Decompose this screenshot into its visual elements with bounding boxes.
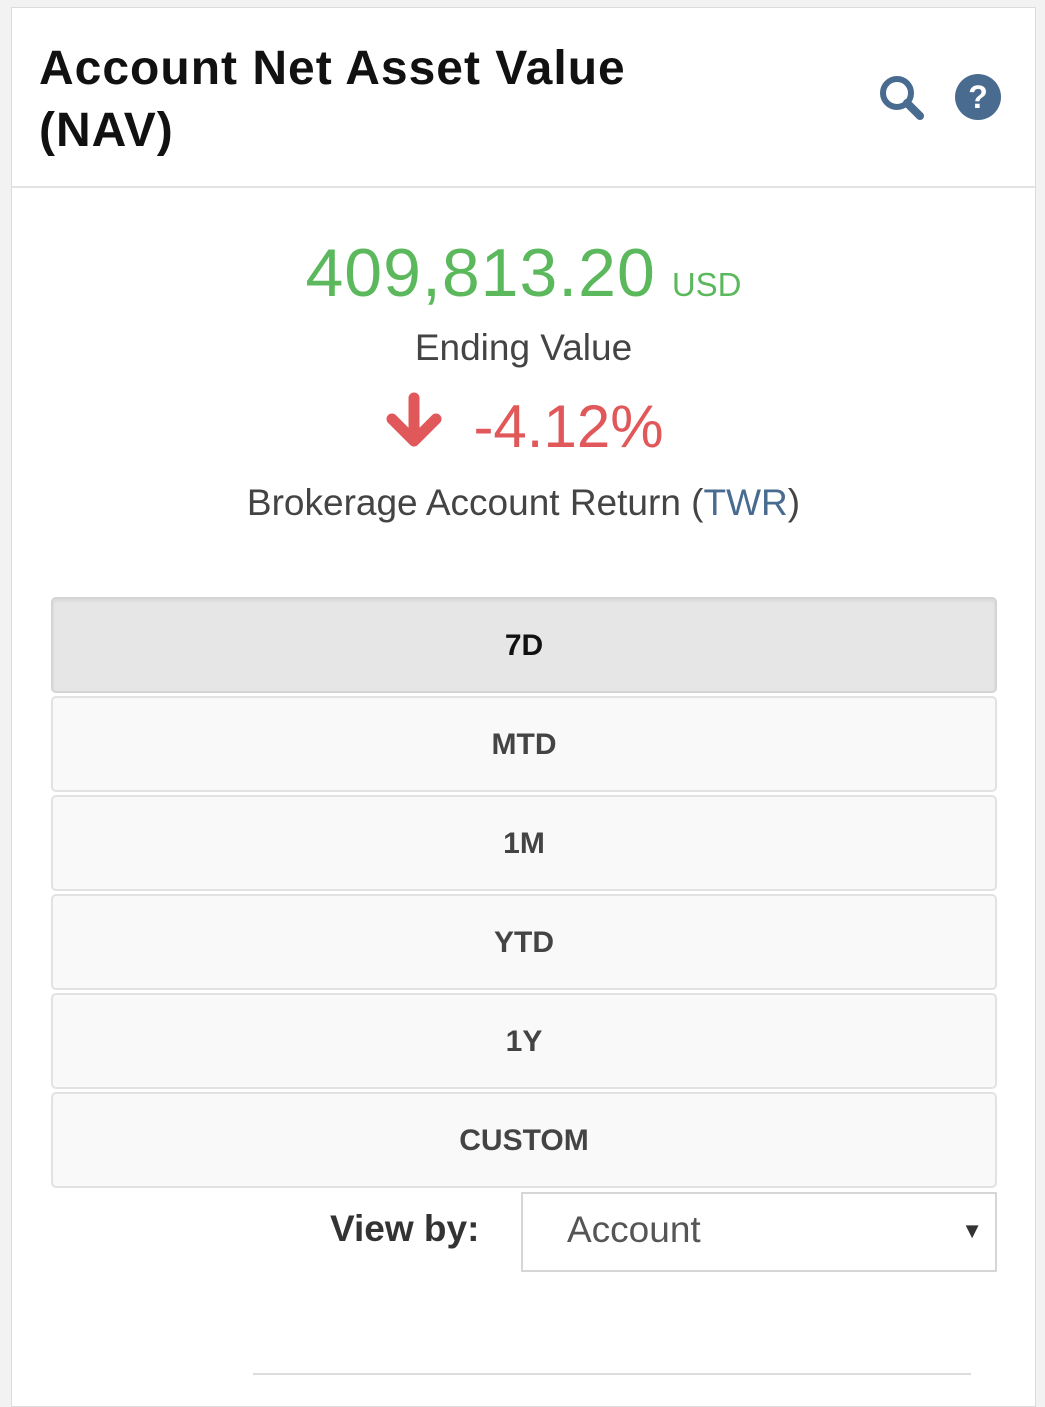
nav-panel: Account Net Asset Value (NAV) ? 409,813.… (11, 7, 1036, 1407)
caret-down-icon: ▼ (961, 1218, 983, 1243)
period-button-mtd[interactable]: MTD (51, 696, 997, 792)
arrow-down-icon (383, 391, 445, 453)
return-label-text: Brokerage Account Return ( (246, 482, 704, 523)
divider (253, 1373, 971, 1375)
ending-value-line: 409,813.20 USD (12, 234, 1035, 312)
return-value: -4.12% (473, 393, 664, 460)
return-label: Brokerage Account Return (TWR) (12, 482, 1035, 524)
ending-value: 409,813.20 (305, 235, 656, 311)
period-selector: 7D MTD 1M YTD 1Y CUSTOM (51, 597, 997, 1191)
panel-header: Account Net Asset Value (NAV) ? (12, 8, 1035, 188)
search-icon[interactable] (876, 72, 926, 122)
period-button-ytd[interactable]: YTD (51, 894, 997, 990)
view-by-selected-value: Account (567, 1209, 701, 1250)
currency-label: USD (671, 266, 742, 303)
view-by-label: View by: (330, 1208, 480, 1249)
ending-value-label: Ending Value (414, 327, 633, 368)
return-label-close: ) (787, 482, 801, 523)
period-button-custom[interactable]: CUSTOM (51, 1092, 997, 1188)
return-line: -4.12% (12, 391, 1035, 461)
twr-link[interactable]: TWR (703, 482, 788, 523)
view-by-select[interactable]: Account ▼ (521, 1192, 997, 1272)
period-button-7d[interactable]: 7D (51, 597, 997, 693)
svg-text:?: ? (968, 79, 988, 115)
help-icon[interactable]: ? (953, 72, 1003, 122)
panel-title: Account Net Asset Value (NAV) (39, 42, 626, 157)
period-button-1m[interactable]: 1M (51, 795, 997, 891)
period-button-1y[interactable]: 1Y (51, 993, 997, 1089)
